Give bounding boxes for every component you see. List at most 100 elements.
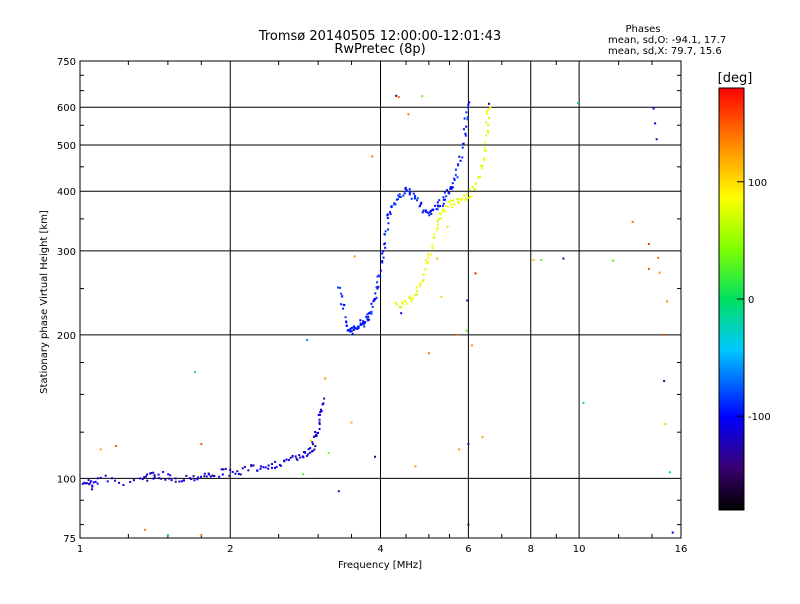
data-point: [350, 421, 353, 424]
data-point: [337, 286, 340, 289]
data-point: [461, 156, 464, 159]
data-point: [389, 212, 392, 215]
data-point: [370, 310, 373, 313]
data-point: [460, 199, 463, 202]
data-point: [405, 302, 408, 305]
data-point: [652, 107, 655, 110]
data-point: [264, 466, 267, 469]
data-point: [259, 467, 262, 470]
data-point: [540, 258, 543, 261]
data-point: [433, 233, 436, 236]
data-point: [296, 458, 299, 461]
data-point: [582, 401, 585, 404]
x-tick-label: 1: [77, 544, 83, 555]
data-point: [294, 455, 297, 458]
data-point: [457, 200, 460, 203]
data-point: [317, 431, 320, 434]
data-point: [456, 176, 459, 179]
data-point: [457, 198, 460, 201]
data-point: [188, 477, 191, 480]
data-point: [178, 480, 181, 483]
data-point: [419, 284, 422, 287]
data-point: [340, 292, 343, 295]
data-point: [362, 320, 365, 323]
data-point: [452, 199, 455, 202]
data-point: [81, 482, 84, 485]
data-point: [164, 478, 167, 481]
data-point: [466, 106, 469, 109]
data-point: [436, 201, 439, 204]
data-point: [224, 467, 227, 470]
data-point: [327, 452, 330, 455]
data-point: [205, 475, 208, 478]
data-point: [87, 479, 90, 482]
data-point: [343, 304, 346, 307]
data-point: [408, 188, 411, 191]
data-point: [111, 477, 114, 480]
data-point: [449, 187, 452, 190]
data-point: [383, 242, 386, 245]
data-point: [114, 479, 117, 482]
data-point: [410, 297, 413, 300]
data-point: [356, 327, 359, 330]
data-point: [486, 112, 489, 115]
legend-entry-x: mean, sd,X: 79.7, 15.6: [608, 46, 722, 57]
data-point: [365, 315, 368, 318]
data-point: [415, 290, 418, 293]
data-point: [307, 448, 310, 451]
data-point: [132, 479, 135, 482]
data-point: [414, 294, 417, 297]
data-point: [425, 262, 428, 265]
data-point: [289, 456, 292, 459]
y-tick-label: 300: [57, 247, 76, 258]
data-point: [458, 155, 461, 158]
data-point: [366, 317, 369, 320]
data-point: [348, 329, 351, 332]
data-point: [153, 474, 156, 477]
data-point: [429, 253, 432, 256]
data-point: [318, 413, 321, 416]
data-point: [419, 203, 422, 206]
data-point: [398, 306, 401, 309]
data-point: [353, 327, 356, 330]
data-point: [461, 143, 464, 146]
data-point: [420, 201, 423, 204]
data-point: [475, 182, 478, 185]
data-point: [436, 257, 439, 260]
colorbar-ticks: 100 0 -100: [737, 178, 771, 423]
chart-subtitle: RwPretec (8p): [334, 42, 425, 57]
data-point: [267, 464, 270, 467]
data-point: [306, 339, 309, 342]
data-point: [374, 292, 377, 295]
data-point: [480, 164, 483, 167]
data-point: [143, 476, 146, 479]
data-point: [661, 333, 664, 336]
data-point: [438, 212, 441, 215]
data-point: [466, 116, 469, 119]
data-point: [429, 210, 432, 213]
data-point: [436, 220, 439, 223]
data-point: [453, 179, 456, 182]
data-point: [318, 423, 321, 426]
data-point: [466, 193, 469, 196]
data-point: [427, 261, 430, 264]
data-point: [291, 454, 294, 457]
x-tick-label: 16: [675, 544, 688, 555]
data-point: [412, 192, 415, 195]
data-point: [410, 197, 413, 200]
data-point: [315, 434, 318, 437]
data-point: [440, 296, 443, 299]
data-point: [388, 211, 391, 214]
data-point: [424, 259, 427, 262]
data-point: [427, 211, 430, 214]
data-point: [299, 456, 302, 459]
data-point: [450, 203, 453, 206]
data-point: [220, 468, 223, 471]
data-point: [106, 480, 109, 483]
data-point: [395, 94, 398, 97]
data-point: [425, 209, 428, 212]
data-point: [465, 111, 468, 114]
colorbar-tick-label: -100: [748, 412, 771, 423]
